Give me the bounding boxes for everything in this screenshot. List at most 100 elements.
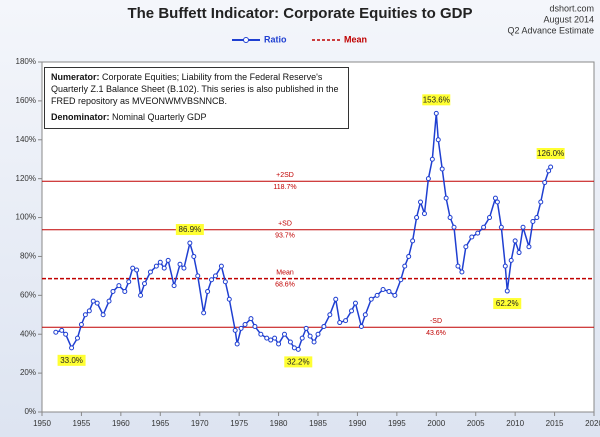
legend-label: Ratio xyxy=(264,34,287,44)
reference-label: +SD xyxy=(278,221,292,228)
point xyxy=(234,341,240,347)
point xyxy=(299,335,305,341)
point xyxy=(463,244,469,250)
point xyxy=(252,323,258,329)
point xyxy=(327,312,333,318)
point xyxy=(161,265,167,271)
point xyxy=(315,331,321,337)
point xyxy=(201,310,207,316)
point xyxy=(238,325,244,331)
point xyxy=(195,273,201,279)
point xyxy=(307,333,313,339)
point xyxy=(502,263,508,269)
x-tick-label: 1975 xyxy=(230,419,248,428)
point xyxy=(311,339,317,345)
point xyxy=(187,240,193,246)
point xyxy=(368,296,374,302)
point xyxy=(106,298,112,304)
x-tick-label: 1985 xyxy=(309,419,327,428)
point xyxy=(386,288,392,294)
point xyxy=(291,345,297,351)
point xyxy=(498,224,504,230)
point xyxy=(63,331,69,337)
point xyxy=(138,292,144,298)
point xyxy=(447,215,453,221)
point xyxy=(276,341,282,347)
x-tick-label: 2010 xyxy=(506,419,524,428)
numerator-label: Numerator: xyxy=(51,72,100,82)
point xyxy=(512,238,518,244)
point xyxy=(110,288,116,294)
x-tick-label: 2005 xyxy=(467,419,485,428)
point xyxy=(171,283,177,289)
legend-label: Mean xyxy=(344,34,367,44)
point xyxy=(508,257,514,263)
point xyxy=(352,300,358,306)
x-tick-label: 1960 xyxy=(112,419,130,428)
point xyxy=(59,327,65,333)
point xyxy=(258,331,264,337)
point xyxy=(455,263,461,269)
point xyxy=(374,292,380,298)
point xyxy=(516,250,522,256)
point xyxy=(232,327,238,333)
point xyxy=(421,211,427,217)
point xyxy=(165,257,171,263)
point xyxy=(82,312,88,318)
x-tick-label: 1955 xyxy=(73,419,91,428)
y-tick-label: 180% xyxy=(16,57,36,66)
point xyxy=(337,320,343,326)
y-tick-label: 160% xyxy=(16,96,36,105)
point xyxy=(398,277,404,283)
point xyxy=(69,345,75,351)
point xyxy=(425,176,431,182)
point xyxy=(303,325,309,331)
data-label: 153.6% xyxy=(423,95,450,104)
point xyxy=(86,308,92,314)
point xyxy=(209,277,215,283)
point xyxy=(226,296,232,302)
point xyxy=(212,273,218,279)
point xyxy=(177,261,183,267)
point xyxy=(222,279,228,285)
y-tick-label: 80% xyxy=(20,252,36,261)
point xyxy=(526,244,532,250)
point xyxy=(343,318,349,324)
point xyxy=(542,180,548,186)
reference-label: +2SD xyxy=(276,172,294,179)
point xyxy=(126,279,132,285)
point xyxy=(520,224,526,230)
reference-value-label: 68.6% xyxy=(275,281,295,288)
date-note: August 2014 xyxy=(543,14,594,24)
legend-marker xyxy=(243,37,249,43)
point xyxy=(78,322,84,327)
point xyxy=(433,110,439,116)
reference-value-label: 93.7% xyxy=(275,233,295,240)
y-tick-label: 0% xyxy=(24,407,36,416)
point xyxy=(435,137,441,143)
point xyxy=(116,283,122,289)
point xyxy=(481,224,487,230)
point xyxy=(492,195,498,201)
point xyxy=(414,215,420,221)
point xyxy=(321,323,327,329)
point xyxy=(268,337,274,343)
point xyxy=(287,339,293,345)
point xyxy=(475,230,481,236)
point xyxy=(134,267,140,273)
point xyxy=(362,312,368,318)
point xyxy=(157,259,163,265)
x-tick-label: 2000 xyxy=(427,419,445,428)
point xyxy=(534,215,540,221)
denominator-label: Denominator: xyxy=(51,112,110,122)
point xyxy=(538,199,544,205)
point xyxy=(94,300,100,306)
reference-value-label: 118.7% xyxy=(273,184,296,191)
point xyxy=(191,253,197,259)
numerator: Numerator: Corporate Equities; Liability… xyxy=(51,71,342,107)
reference-label: -SD xyxy=(430,318,442,325)
y-tick-label: 40% xyxy=(20,329,36,338)
label-highlight xyxy=(284,356,313,368)
